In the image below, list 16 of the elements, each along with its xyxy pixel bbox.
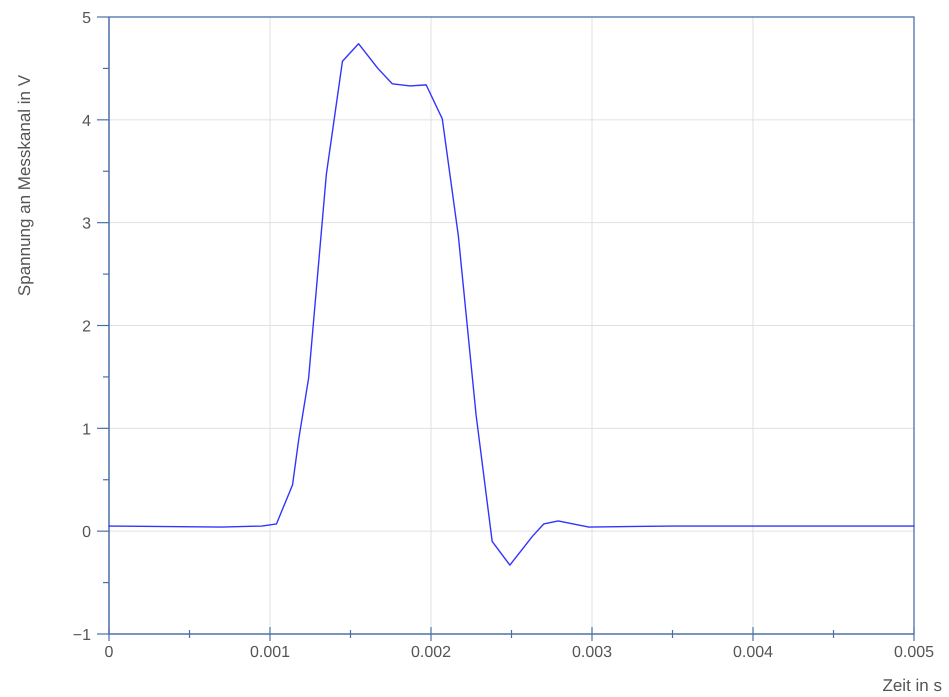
x-tick-label: 0.001 (250, 644, 290, 661)
x-tick-label: 0 (104, 644, 114, 661)
line-series (108, 43, 915, 566)
y-tick-label: 2 (82, 318, 92, 336)
y-tick-label: 4 (82, 112, 92, 130)
y-axis-title: Spannung an Messkanal in V (15, 74, 34, 296)
y-tick-label: 0 (82, 524, 92, 542)
x-tick-label: 0.004 (732, 644, 774, 661)
x-axis-title: Zeit in s (882, 676, 942, 695)
y-tick-label: 5 (82, 10, 92, 27)
x-tick-label: 0.005 (894, 644, 934, 661)
y-tick-label: 3 (82, 216, 92, 233)
y-tick-label: 1 (82, 421, 92, 438)
y-tick-label: −1 (72, 627, 92, 644)
x-tick-label: 0.003 (572, 644, 612, 661)
x-tick-label: 0.002 (410, 644, 452, 661)
